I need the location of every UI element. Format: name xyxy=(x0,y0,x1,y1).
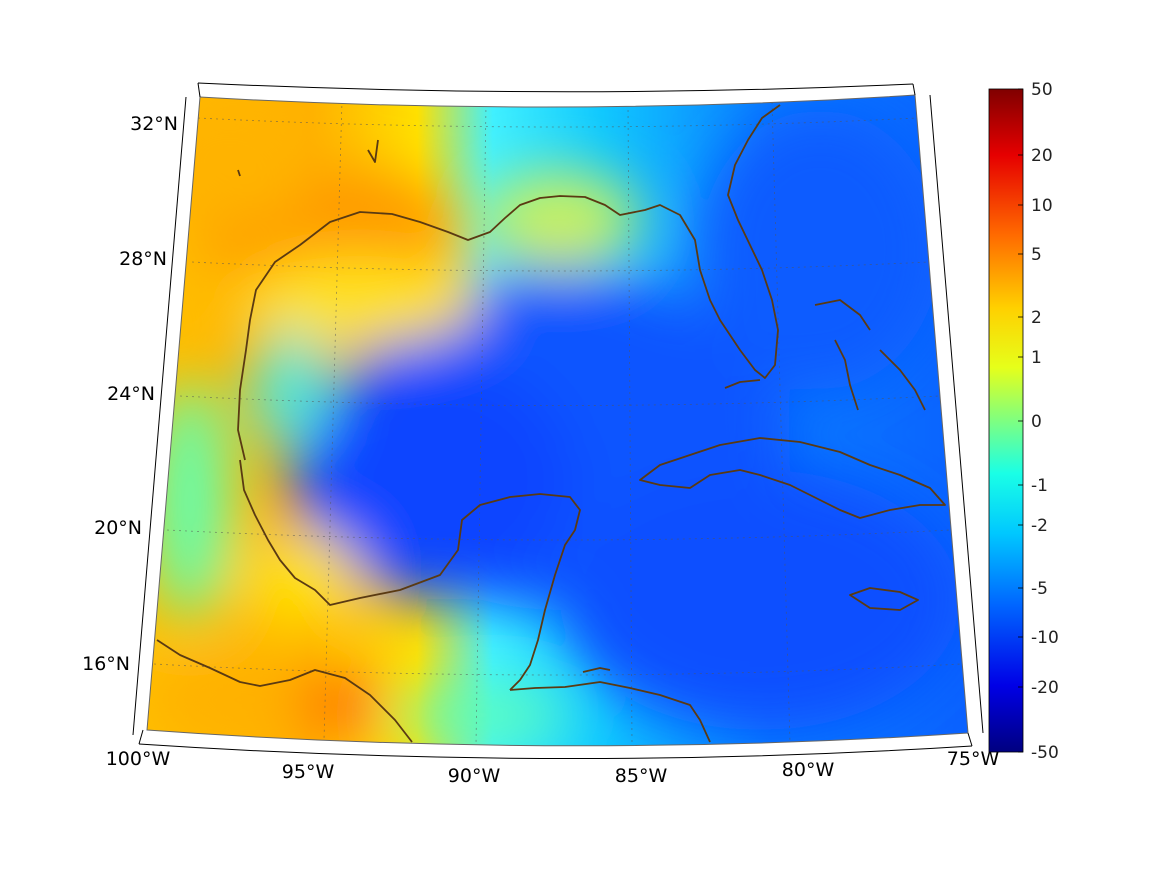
colorbar-label: 5 xyxy=(1031,245,1042,265)
map-frame xyxy=(146,94,969,747)
colorbar-label: -10 xyxy=(1031,628,1059,648)
lon-tick-label: 95°W xyxy=(282,761,335,783)
latitude-labels: 16°N 20°N 24°N 28°N 32°N xyxy=(82,113,178,675)
lon-tick-label: 85°W xyxy=(615,765,668,787)
data-field xyxy=(147,95,968,746)
lat-tick-label: 16°N xyxy=(82,653,130,675)
colorbar-label: 50 xyxy=(1031,80,1053,100)
colorbar-label: -2 xyxy=(1031,516,1048,536)
lon-tick-label: 75°W xyxy=(947,748,1000,770)
lon-tick-label: 90°W xyxy=(448,765,501,787)
map-frame-bands xyxy=(132,82,984,760)
lat-tick-label: 24°N xyxy=(107,383,155,405)
lat-tick-label: 28°N xyxy=(119,248,167,270)
coastlines xyxy=(156,104,946,743)
colorbar-label: 2 xyxy=(1031,308,1042,328)
lat-tick-label: 20°N xyxy=(94,517,142,539)
lon-tick-label: 80°W xyxy=(782,759,835,781)
colorbar-label: 0 xyxy=(1031,412,1042,432)
colorbar-label: -50 xyxy=(1031,743,1059,763)
colorbar-label: -1 xyxy=(1031,476,1048,496)
graticule xyxy=(153,99,962,746)
longitude-labels: 100°W 95°W 90°W 85°W 80°W 75°W xyxy=(106,748,1000,787)
colorbar-gradient xyxy=(988,88,1024,753)
lat-tick-label: 32°N xyxy=(130,113,178,135)
lon-tick-label: 100°W xyxy=(106,748,171,770)
colorbar-label: 1 xyxy=(1031,348,1042,368)
colorbar-label: 10 xyxy=(1031,196,1053,216)
colorbar-label: -20 xyxy=(1031,678,1059,698)
colorbar-label: 20 xyxy=(1031,146,1053,166)
colorbar-label: -5 xyxy=(1031,579,1048,599)
